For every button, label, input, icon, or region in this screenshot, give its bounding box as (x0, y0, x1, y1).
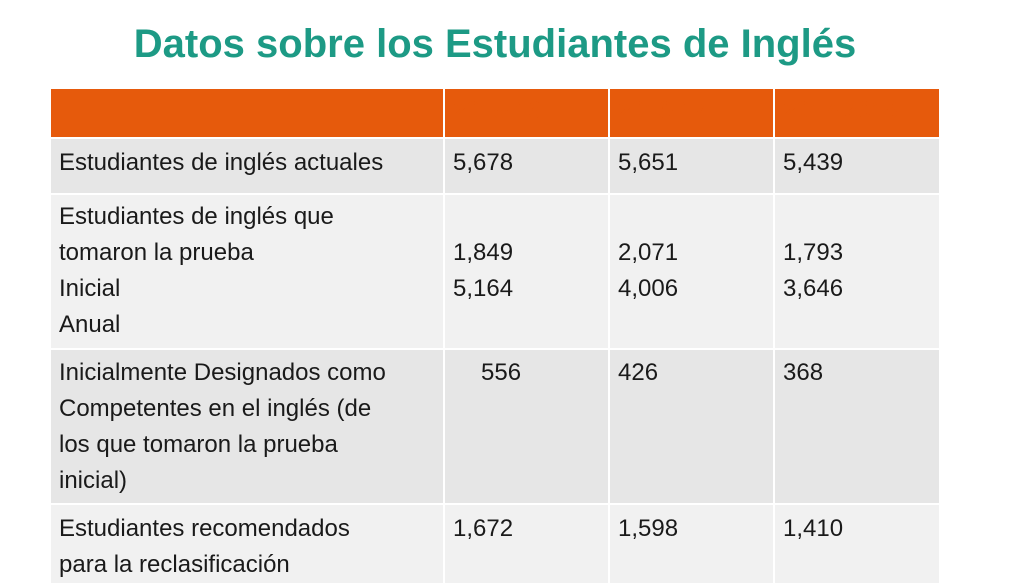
spacer-line (618, 199, 765, 235)
row-label: Estudiantes de inglés que tomaron la pru… (49, 193, 445, 350)
value-inicial: 1,849 (453, 239, 514, 266)
row-label-line: Inicialmente Designados como (59, 359, 386, 386)
value-cell: 2,071 4,006 (608, 193, 775, 350)
row-label-line: Competentes en el inglés (de (59, 395, 372, 422)
spacer-line (783, 199, 931, 235)
table-row-recomendados-reclasificacion: Estudiantes recomendados para la reclasi… (49, 503, 941, 585)
value-text: 556 (481, 359, 522, 386)
value-anual: 3,646 (783, 275, 844, 302)
header-corner-cell (49, 87, 445, 139)
value-cell: 426 (608, 348, 775, 505)
value-inicial: 2,071 (618, 239, 679, 266)
row-label-line: Inicial (59, 275, 121, 302)
value-anual: 5,164 (453, 275, 514, 302)
row-label: Estudiantes de inglés actuales (49, 137, 445, 195)
row-label-line: Estudiantes de inglés que (59, 203, 334, 230)
value-cell: 556 (443, 348, 610, 505)
value-cell: 5,439 (773, 137, 941, 195)
table-header-row: 2015-16 2016-17 2017-2018 (49, 87, 941, 139)
slide-title: Datos sobre los Estudiantes de Inglés (133, 22, 857, 66)
value-cell: 1,849 5,164 (443, 193, 610, 350)
value-cell: 1,410 (773, 503, 941, 585)
row-label-line: inicial) (59, 467, 128, 494)
spacer-line (453, 199, 600, 235)
row-label: Estudiantes recomendados para la reclasi… (49, 503, 445, 585)
table-row-designados-competentes: Inicialmente Designados como Competentes… (49, 348, 941, 505)
value-inicial: 1,793 (783, 239, 844, 266)
value-anual: 4,006 (618, 275, 679, 302)
value-cell: 5,651 (608, 137, 775, 195)
row-label-line: Anual (59, 311, 121, 338)
value-cell: 5,678 (443, 137, 610, 195)
table-row-estudiantes-actuales: Estudiantes de inglés actuales 5,678 5,6… (49, 137, 941, 195)
row-label-line: Estudiantes de inglés actuales (59, 149, 384, 176)
value-cell: 1,793 3,646 (773, 193, 941, 350)
header-year-2015-16: 2015-16 (443, 87, 610, 139)
row-label: Inicialmente Designados como Competentes… (49, 348, 445, 505)
row-label-line: Estudiantes recomendados (59, 515, 350, 542)
value-cell: 1,598 (608, 503, 775, 585)
header-year-2017-2018: 2017-2018 (773, 87, 941, 139)
row-label-line: los que tomaron la prueba (59, 431, 338, 458)
row-label-line: para la reclasificación (59, 551, 290, 578)
table-row-tomaron-prueba: Estudiantes de inglés que tomaron la pru… (49, 193, 941, 350)
row-label-line: tomaron la prueba (59, 239, 254, 266)
students-data-table: 2015-16 2016-17 2017-2018 Estudiantes de… (49, 87, 941, 585)
value-cell: 1,672 (443, 503, 610, 585)
header-year-2016-17: 2016-17 (608, 87, 775, 139)
value-cell: 368 (773, 348, 941, 505)
